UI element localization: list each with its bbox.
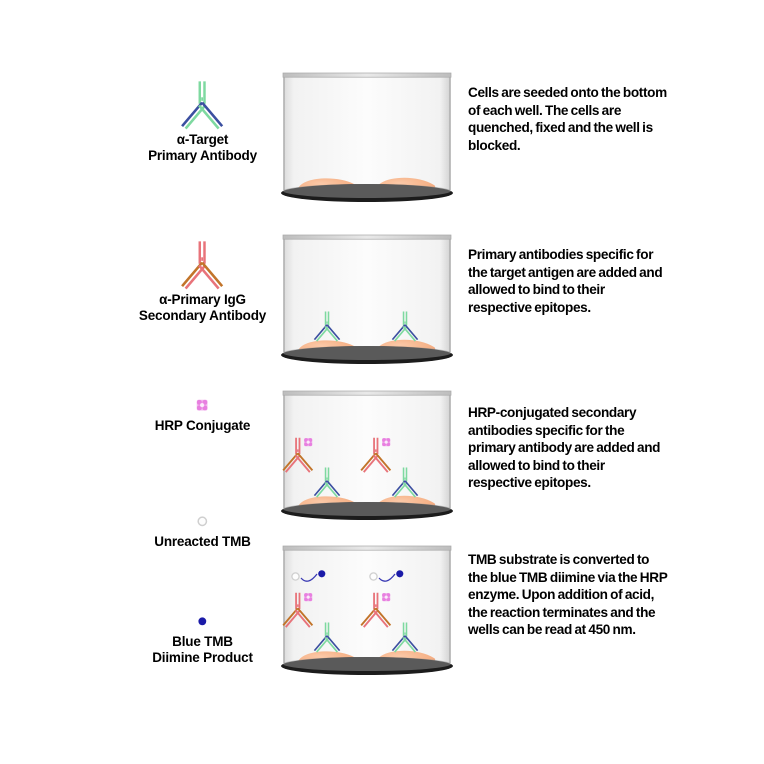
blue-tmb-shape bbox=[318, 570, 326, 578]
antibody-shape bbox=[282, 592, 314, 628]
well-rim bbox=[282, 72, 452, 78]
tmb-conversion bbox=[291, 570, 326, 582]
hrp-conjugate-shape bbox=[304, 593, 313, 602]
blue-tmb-icon bbox=[95, 608, 310, 634]
antibody-shape bbox=[391, 622, 419, 653]
antibody-shape bbox=[391, 467, 419, 498]
well-rim bbox=[282, 390, 452, 396]
legend-label-step-4: Blue TMB Diimine Product bbox=[152, 634, 253, 665]
well-glass bbox=[284, 549, 450, 672]
unreacted-tmb-shape bbox=[369, 572, 378, 581]
description-step-2: Primary antibodies specific for the targ… bbox=[468, 247, 663, 315]
well-step-3 bbox=[281, 390, 453, 520]
legend-step-3: HRP Conjugate bbox=[95, 392, 310, 434]
hrp-conjugate-icon bbox=[95, 392, 310, 418]
hrp-conjugate-shape bbox=[197, 399, 208, 411]
legend-step-1: α-Target Primary Antibody bbox=[95, 78, 310, 163]
unreacted-tmb-shape bbox=[197, 516, 208, 526]
legend-label-unreacted-tmb: Unreacted TMB bbox=[154, 534, 251, 549]
well-step-4 bbox=[281, 545, 453, 675]
description-step-4: TMB substrate is converted to the blue T… bbox=[468, 552, 668, 638]
tmb-conversion bbox=[369, 570, 404, 582]
antibody-shape bbox=[360, 437, 392, 473]
well-step-2 bbox=[281, 234, 453, 364]
description-step-1: Cells are seeded onto the bottom of each… bbox=[468, 85, 667, 153]
well-rim bbox=[282, 234, 452, 240]
antibody-primary-icon bbox=[95, 78, 310, 132]
description-step-3: HRP-conjugated secondary antibodies spec… bbox=[468, 405, 661, 491]
antibody-shape bbox=[313, 622, 341, 653]
blue-tmb-shape bbox=[198, 617, 207, 625]
antibody-shape bbox=[360, 592, 392, 628]
well-glass bbox=[284, 76, 450, 199]
antibody-shape bbox=[181, 81, 224, 130]
well-rim bbox=[282, 545, 452, 551]
well-step-1 bbox=[277, 70, 457, 213]
well-glass bbox=[284, 394, 450, 517]
blue-tmb-shape bbox=[396, 570, 404, 578]
binding-site-2 bbox=[360, 570, 419, 653]
binding-site-2 bbox=[360, 437, 419, 498]
hrp-conjugate-shape bbox=[382, 438, 391, 447]
well-glass bbox=[284, 238, 450, 361]
antibody-shape bbox=[391, 311, 419, 342]
well-step-3 bbox=[277, 388, 457, 531]
binding-site-1 bbox=[282, 437, 341, 498]
antibody-shape bbox=[313, 467, 341, 498]
binding-site-1 bbox=[282, 570, 341, 653]
binding-site-2 bbox=[391, 311, 419, 342]
antibody-shape bbox=[181, 241, 224, 290]
unreacted-tmb-icon bbox=[95, 508, 310, 534]
hrp-conjugate-shape bbox=[382, 593, 391, 602]
legend-label-step-2: α-Primary IgG Secondary Antibody bbox=[138, 292, 267, 323]
well-step-1 bbox=[281, 72, 453, 202]
well-step-2 bbox=[277, 232, 457, 375]
antibody-secondary-icon bbox=[95, 238, 310, 292]
legend-label-step-1: α-Target Primary Antibody bbox=[148, 132, 257, 163]
unreacted-tmb-shape bbox=[291, 572, 300, 581]
legend-step-2: α-Primary IgG Secondary Antibody bbox=[95, 238, 310, 323]
legend-label-step-3: HRP Conjugate bbox=[154, 418, 251, 433]
hrp-conjugate-shape bbox=[304, 438, 313, 447]
antibody-shape bbox=[313, 311, 341, 342]
binding-site-1 bbox=[313, 311, 341, 342]
antibody-shape bbox=[282, 437, 314, 473]
legend-step-4: Blue TMB Diimine Product bbox=[95, 608, 310, 665]
legend-unreacted-tmb: Unreacted TMB bbox=[95, 508, 310, 550]
well-step-4 bbox=[277, 543, 457, 686]
